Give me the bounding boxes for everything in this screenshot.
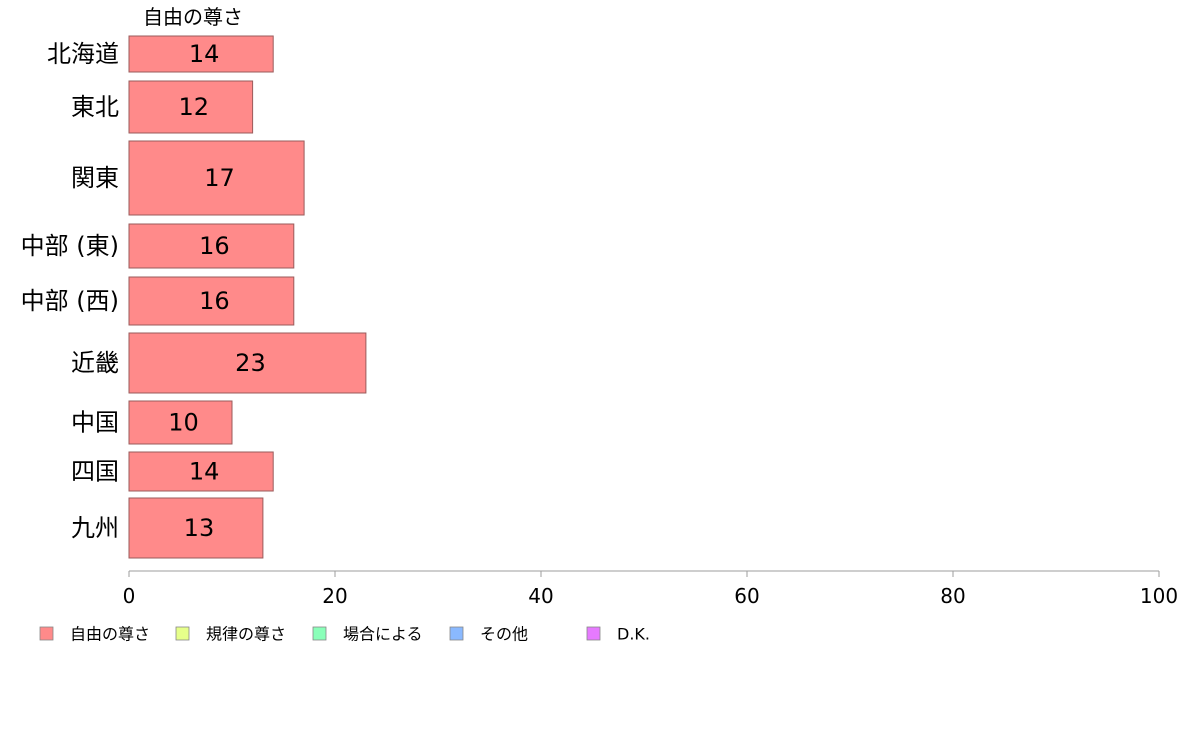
category-label: 東北 bbox=[71, 93, 119, 121]
category-label: 四国 bbox=[71, 458, 119, 486]
legend-item: 場合による bbox=[312, 625, 423, 644]
legend-label: 場合による bbox=[343, 625, 423, 644]
category-label: 九州 bbox=[71, 514, 119, 542]
x-tick-label: 60 bbox=[734, 584, 759, 608]
x-tick-label: 80 bbox=[940, 584, 965, 608]
legend-swatch bbox=[312, 626, 327, 641]
data-label: 23 bbox=[235, 349, 266, 377]
x-tick-label: 40 bbox=[528, 584, 553, 608]
legend-swatch bbox=[586, 626, 601, 641]
category-label: 中部 (東) bbox=[21, 232, 119, 260]
legend-item: その他 bbox=[449, 625, 528, 644]
legend-swatch bbox=[449, 626, 464, 641]
legend-item: D.K. bbox=[586, 625, 650, 644]
data-label: 12 bbox=[179, 93, 210, 121]
legend-swatch bbox=[175, 626, 190, 641]
legend-item: 規律の尊さ bbox=[175, 625, 286, 644]
data-label: 10 bbox=[168, 409, 199, 437]
category-label: 中国 bbox=[71, 409, 119, 437]
bars-layer: 北海道 14 東北 12 関東 17 中部 (東) 16 中部 (西) 16 近畿 23 中国 10 四国 1… bbox=[21, 35, 367, 559]
x-tick-label: 100 bbox=[1140, 584, 1178, 608]
x-axis: 0 20 40 60 80 100 bbox=[123, 570, 1178, 608]
legend-label: その他 bbox=[480, 625, 528, 644]
bar bbox=[128, 80, 254, 134]
bar bbox=[128, 497, 264, 559]
bar bbox=[128, 332, 367, 394]
legend-label: 自由の尊さ bbox=[70, 625, 150, 644]
data-label: 14 bbox=[189, 458, 220, 486]
bar bbox=[128, 35, 274, 73]
category-label: 中部 (西) bbox=[21, 287, 119, 315]
legend-swatch bbox=[39, 626, 54, 641]
bar bbox=[128, 223, 295, 269]
category-label: 北海道 bbox=[47, 40, 119, 68]
category-label: 関東 bbox=[71, 164, 119, 192]
top-series-label: 自由の尊さ bbox=[143, 5, 243, 29]
x-tick-label: 20 bbox=[322, 584, 347, 608]
bar bbox=[128, 276, 295, 326]
data-label: 17 bbox=[204, 164, 235, 192]
bar bbox=[128, 400, 233, 445]
bar bbox=[128, 451, 274, 492]
legend: 自由の尊さ 規律の尊さ 場合による その他 D.K. bbox=[39, 625, 650, 644]
x-tick-label: 0 bbox=[123, 584, 136, 608]
data-label: 16 bbox=[199, 232, 230, 260]
data-label: 16 bbox=[199, 287, 230, 315]
legend-label: D.K. bbox=[617, 625, 650, 644]
bar bbox=[128, 140, 305, 216]
category-label: 近畿 bbox=[71, 349, 119, 377]
data-label: 13 bbox=[184, 514, 215, 542]
legend-item: 自由の尊さ bbox=[39, 625, 150, 644]
data-label: 14 bbox=[189, 40, 220, 68]
legend-label: 規律の尊さ bbox=[206, 625, 286, 644]
